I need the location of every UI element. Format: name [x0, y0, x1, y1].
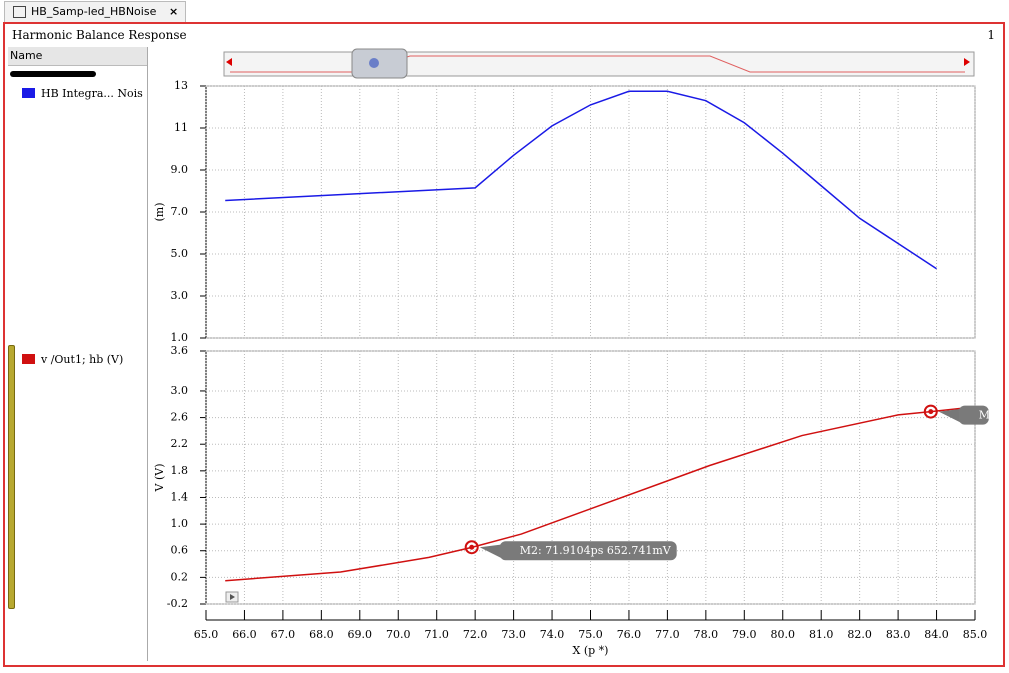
- trace-item[interactable]: v /Out1; hb (V): [22, 353, 146, 366]
- x-tick-label: 80.0: [771, 628, 796, 641]
- marker-dot: [469, 544, 475, 550]
- window-page: 1: [987, 28, 995, 42]
- y-tick-label: 1.8: [171, 464, 189, 477]
- marker-pointer: [938, 408, 963, 424]
- y-tick-label: 11: [174, 121, 188, 134]
- y-tick-label: 3.0: [171, 384, 189, 397]
- tab-icon: [13, 6, 26, 18]
- x-tick-label: 85.0: [963, 628, 988, 641]
- x-tick-label: 66.0: [232, 628, 257, 641]
- x-tick-label: 70.0: [386, 628, 411, 641]
- marker-label: M2: 71.9104ps 652.741mV: [520, 544, 672, 557]
- y-tick-label: 1.0: [171, 331, 189, 344]
- trace-swatch: [22, 88, 35, 98]
- x-tick-label: 83.0: [886, 628, 911, 641]
- sidebar: Name HB Integra... Nois v /Out1; hb (V): [8, 47, 148, 661]
- selection-bar: [8, 345, 15, 609]
- x-tick-label: 71.0: [424, 628, 449, 641]
- x-tick-label: 65.0: [194, 628, 219, 641]
- trace-swatch: [22, 354, 35, 364]
- x-tick-label: 67.0: [271, 628, 296, 641]
- trace-line: [225, 406, 976, 582]
- x-tick-label: 73.0: [501, 628, 526, 641]
- x-tick-label: 72.0: [463, 628, 488, 641]
- marker-pointer: [479, 544, 504, 560]
- y-tick-label: 7.0: [171, 205, 189, 218]
- tab-close[interactable]: ×: [169, 5, 179, 18]
- x-tick-label: 82.0: [847, 628, 872, 641]
- marker: [923, 404, 938, 419]
- y-tick-label: 3.6: [171, 344, 189, 357]
- window: [3, 22, 1005, 667]
- y-tick-label: 13: [174, 79, 188, 92]
- y-tick-label: 1.0: [171, 517, 189, 530]
- play-icon: [230, 594, 235, 600]
- y-tick-label: 0.2: [171, 570, 189, 583]
- y-tick-label: 0.6: [171, 544, 189, 557]
- marker: [464, 540, 479, 555]
- marker-label: M2: [979, 409, 997, 422]
- y-axis-label: V (V): [153, 464, 166, 493]
- y-tick-label: 5.0: [171, 247, 189, 260]
- x-axis-label: X (p *): [573, 644, 609, 657]
- x-tick-label: 77.0: [655, 628, 680, 641]
- x-tick-label: 74.0: [540, 628, 565, 641]
- x-tick-label: 81.0: [809, 628, 834, 641]
- x-tick-label: 69.0: [348, 628, 373, 641]
- trace-name: v /Out1; hb (V): [41, 353, 124, 366]
- y-tick-label: -0.2: [167, 597, 188, 610]
- y-tick-label: 1.4: [171, 490, 189, 503]
- trace-line: [225, 90, 937, 270]
- y-tick-label: 2.6: [171, 411, 189, 424]
- x-tick-label: 68.0: [309, 628, 334, 641]
- window-title: Harmonic Balance Response: [12, 28, 187, 42]
- tab[interactable]: HB_Samp-led_HBNoise ×: [4, 1, 186, 22]
- sidebar-header: Name: [8, 47, 147, 66]
- y-tick-label: 2.2: [171, 437, 189, 450]
- y-tick-label: 9.0: [171, 163, 189, 176]
- x-tick-label: 76.0: [617, 628, 642, 641]
- x-tick-label: 78.0: [694, 628, 719, 641]
- y-tick-label: 3.0: [171, 289, 189, 302]
- tab-title: HB_Samp-led_HBNoise: [31, 5, 157, 18]
- scrollbar[interactable]: [223, 48, 975, 79]
- trace-name: HB Integra... Nois: [41, 87, 143, 100]
- x-tick-label: 79.0: [732, 628, 757, 641]
- x-tick-label: 75.0: [578, 628, 603, 641]
- group-bar: [10, 71, 96, 77]
- x-tick-label: 84.0: [924, 628, 949, 641]
- marker-label-box: [499, 541, 677, 561]
- y-axis-label: (m): [153, 202, 166, 221]
- marker-dot: [928, 409, 934, 415]
- trace-item[interactable]: HB Integra... Nois: [22, 87, 146, 100]
- marker-label-box: [958, 405, 989, 425]
